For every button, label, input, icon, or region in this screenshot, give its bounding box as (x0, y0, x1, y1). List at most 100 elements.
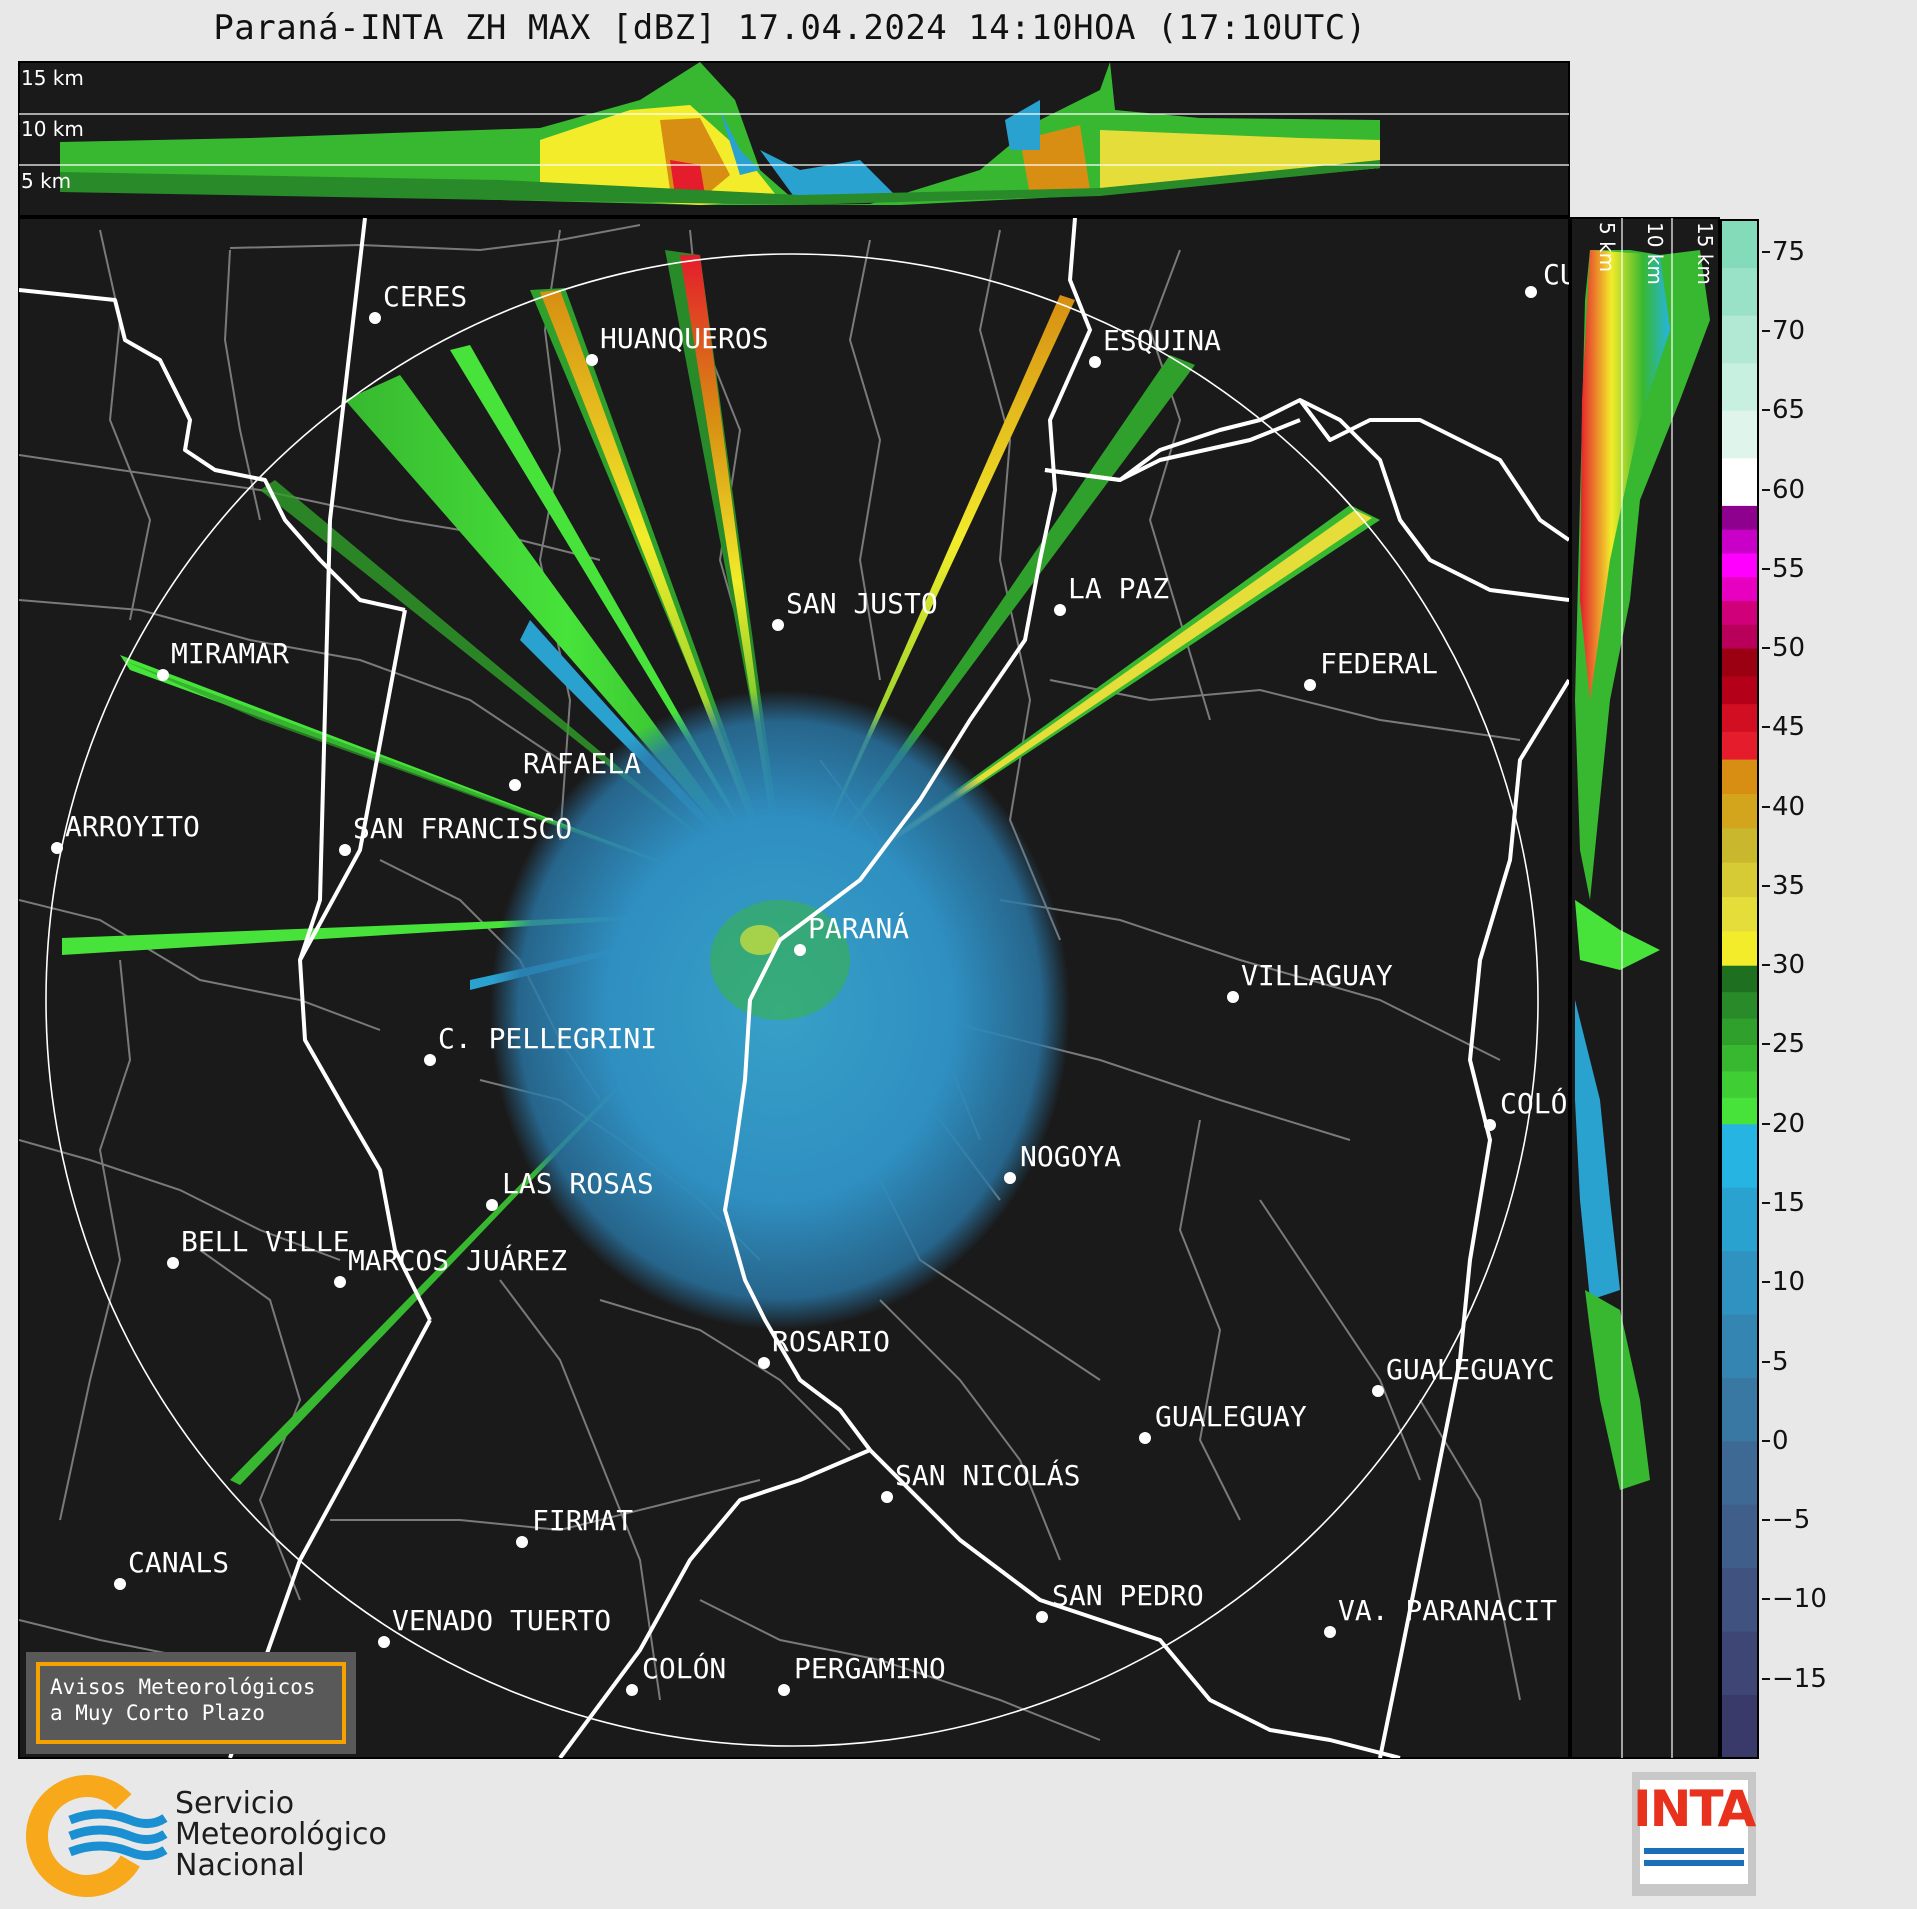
city-dot-c-pellegrini (424, 1054, 436, 1066)
city-dot-san-justo (772, 619, 784, 631)
chart-title: Paraná-INTA ZH MAX [dBZ] 17.04.2024 14:1… (213, 8, 1367, 48)
colorbar-tick-label: −5 (1761, 1505, 1811, 1536)
colorbar-band (1721, 1044, 1758, 1072)
range-ring (45, 253, 1539, 1747)
city-label-gualeguay: GUALEGUAY (1155, 1400, 1307, 1433)
colorbar-band (1721, 827, 1758, 863)
city-dot-bell-ville (167, 1257, 179, 1269)
colorbar-band (1721, 1694, 1758, 1759)
colorbar-tick-label: 10 (1761, 1267, 1806, 1298)
city-label-venado-tuerto: VENADO TUERTO (392, 1604, 611, 1637)
colorbar-band (1721, 1377, 1758, 1442)
colorbar-band (1721, 648, 1758, 677)
city-markers: CERES HUANQUEROS ESQUINA CU SAN JUSTO LA PAZ M… (51, 258, 1569, 1696)
province-boundaries (19, 218, 1569, 1758)
city-dot-ceres (369, 312, 381, 324)
colorbar-tick-label: 35 (1761, 870, 1806, 901)
city-dot-miramar (157, 669, 169, 681)
city-label-federal: FEDERAL (1320, 647, 1438, 680)
colorbar-band (1721, 675, 1758, 705)
city-label-huanqueros: HUANQUEROS (600, 322, 769, 355)
city-dot-esquina (1089, 356, 1101, 368)
colorbar-tick-label: −15 (1762, 1663, 1827, 1694)
city-label-colo: COLÓ (1500, 1086, 1567, 1120)
city-dot-gualeguayc (1372, 1385, 1384, 1397)
colorbar-band (1721, 703, 1758, 732)
city-label-marcos-juarez: MARCOS JUÁREZ (348, 1243, 567, 1277)
colorbar-band (1721, 315, 1758, 364)
smn-logo-text: Servicio Meteorológico Nacional (175, 1788, 387, 1881)
city-label-canals: CANALS (128, 1546, 229, 1579)
city-label-san-nicolas: SAN NICOLÁS (895, 1458, 1080, 1492)
colorbar-band (1721, 1567, 1758, 1632)
city-label-pergamino: PERGAMINO (794, 1652, 946, 1685)
colorbar-band (1721, 1070, 1758, 1098)
smn-line-3: Nacional (175, 1848, 305, 1883)
colorbar-band (1721, 1504, 1758, 1569)
colorbar-band (1721, 1097, 1758, 1125)
colorbar-tick-label: 60 (1761, 474, 1806, 505)
city-label-parana: PARANÁ (808, 911, 909, 945)
colorbar-tick-label: 15 (1761, 1188, 1806, 1219)
city-label-la-paz: LA PAZ (1068, 572, 1169, 605)
colorbar-band (1721, 624, 1758, 649)
city-label-rafaela: RAFAELA (523, 747, 641, 780)
colorbar-band (1721, 362, 1758, 411)
city-dot-arroyito (51, 842, 63, 854)
top-km-label-10: 10 km (21, 117, 84, 141)
colorbar (1721, 220, 1758, 1759)
colorbar-tick-label: 25 (1761, 1029, 1806, 1060)
city-dot-marcos-juarez (334, 1276, 346, 1288)
clutter-core (710, 900, 850, 1020)
colorbar-band (1721, 576, 1758, 602)
colorbar-band (1721, 1187, 1758, 1252)
inta-logo-text: INTA (1633, 1780, 1756, 1838)
colorbar-band (1721, 267, 1758, 316)
city-dot-nogoya (1004, 1172, 1016, 1184)
city-label-esquina: ESQUINA (1103, 324, 1221, 357)
colorbar-tick-label: 70 (1761, 315, 1806, 346)
colorbar-frame (1720, 219, 1759, 1759)
city-label-las-rosas: LAS ROSAS (502, 1167, 654, 1200)
city-dot-rafaela (509, 779, 521, 791)
city-label-san-francisco: SAN FRANCISCO (353, 812, 572, 845)
city-label-arroyito: ARROYITO (65, 810, 200, 843)
city-dot-firmat (516, 1536, 528, 1548)
colorbar-band (1721, 220, 1758, 269)
city-dot-colon (626, 1684, 638, 1696)
city-dot-venado-tuerto (378, 1636, 390, 1648)
city-dot-va-paranacit (1324, 1626, 1336, 1638)
notice-box: Avisos Meteorológicos a Muy Corto Plazo (26, 1652, 356, 1754)
colorbar-band (1721, 1123, 1758, 1188)
colorbar-band (1721, 1440, 1758, 1505)
side-km-label-5: 5 km (1595, 222, 1619, 272)
colorbar-tick-label: 45 (1761, 712, 1806, 743)
city-dot-federal (1304, 679, 1316, 691)
colorbar-band (1721, 965, 1758, 993)
colorbar-tick-label: 75 (1761, 236, 1806, 267)
city-label-firmat: FIRMAT (532, 1504, 633, 1537)
colorbar-band (1721, 457, 1758, 506)
top-km-label-5: 5 km (21, 169, 71, 193)
colorbar-band (1721, 410, 1758, 459)
colorbar-ticks: 75 70 65 60 55 50 45 40 35 30 25 20 15 10 5 0 −5 −10 −15 (1760, 0, 1910, 1909)
city-label-bell-ville: BELL VILLE (181, 1225, 350, 1258)
city-label-villaguay: VILLAGUAY (1241, 959, 1393, 992)
city-dot-colo (1484, 1119, 1496, 1131)
top-km-label-15: 15 km (21, 66, 84, 90)
city-dot-san-nicolas (881, 1491, 893, 1503)
city-dot-gualeguay (1139, 1432, 1151, 1444)
top-section-echoes (60, 62, 1380, 205)
side-km-label-10: 10 km (1643, 222, 1667, 285)
city-label-san-pedro: SAN PEDRO (1052, 1579, 1204, 1612)
colorbar-tick-label: 20 (1761, 1108, 1806, 1139)
colorbar-band (1721, 991, 1758, 1019)
city-label-c-pellegrini: C. PELLEGRINI (438, 1022, 657, 1055)
inta-logo-mark (1632, 1772, 1756, 1896)
smn-line-1: Servicio (175, 1786, 295, 1821)
colorbar-band (1721, 1250, 1758, 1315)
colorbar-tick-label: 40 (1761, 791, 1806, 822)
city-label-gualeguayc: GUALEGUAYC (1386, 1353, 1555, 1386)
colorbar-band (1721, 505, 1758, 530)
